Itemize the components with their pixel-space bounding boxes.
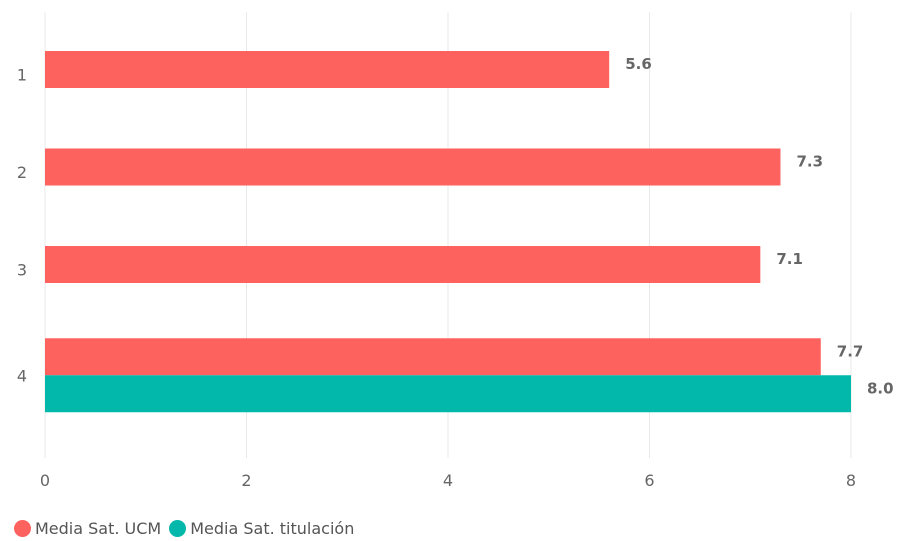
legend-marker-titulacion [169,520,187,537]
y-tick-label: 2 [17,163,27,182]
y-tick-label: 3 [17,261,27,280]
data-label: 7.3 [796,153,823,171]
legend-label-titulacion: Media Sat. titulación [190,519,355,538]
legend: Media Sat. UCM Media Sat. titulación [14,519,362,538]
bar-series1-cat-3 [45,246,761,283]
x-tick-label: 4 [443,471,453,490]
data-label: 7.7 [837,342,864,360]
legend-marker-ucm [14,520,31,537]
x-tick-label: 2 [241,471,251,490]
data-label: 7.1 [776,250,803,268]
x-tick-label: 8 [846,471,856,490]
bar-series1-cat-2 [45,148,781,186]
legend-label-ucm: Media Sat. UCM [35,519,162,538]
data-label: 8.0 [867,379,894,397]
bar-series1-cat-1 [45,51,610,88]
data-labels: 5.6 7.3 7.1 7.7 8.0 [625,55,893,397]
y-tick-label: 4 [17,366,27,385]
x-axis: 0 2 4 6 8 [40,471,856,490]
x-tick-label: 0 [40,471,50,490]
bars [45,51,851,413]
bar-series1-cat-4 [45,338,821,376]
legend-item-titulacion[interactable]: Media Sat. titulación [169,519,354,538]
y-axis: 1 2 3 4 [17,66,27,386]
legend-item-ucm[interactable]: Media Sat. UCM [14,519,161,538]
bar-series2-cat-4 [45,375,851,413]
y-tick-label: 1 [17,66,27,85]
data-label: 5.6 [625,55,652,73]
x-tick-label: 6 [644,471,654,490]
